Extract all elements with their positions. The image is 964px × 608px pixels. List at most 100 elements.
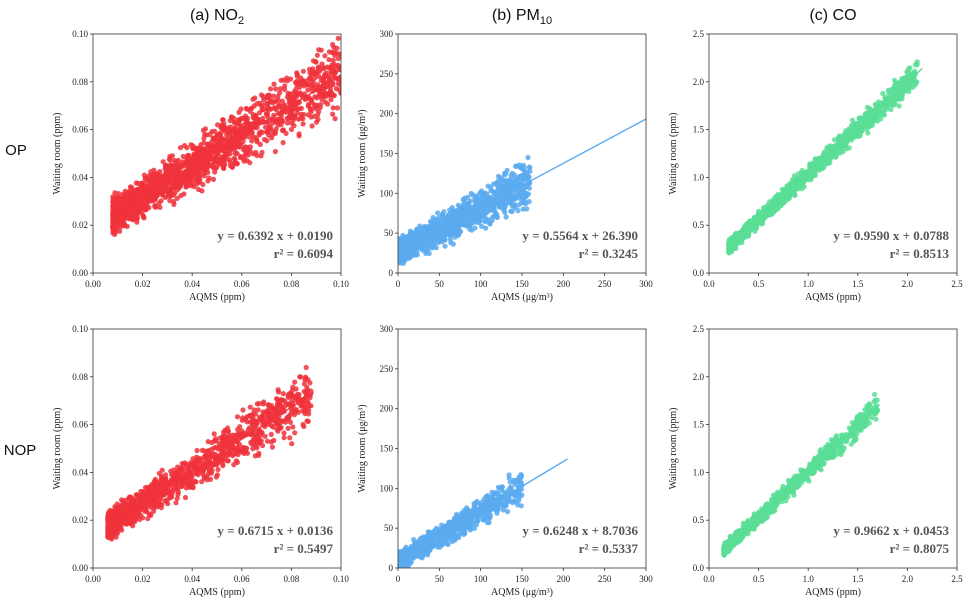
data-point bbox=[275, 122, 281, 128]
x-axis-label: AQMS (μg/m³) bbox=[491, 292, 553, 303]
data-point bbox=[516, 202, 522, 208]
data-point bbox=[907, 70, 913, 76]
data-point bbox=[273, 118, 279, 124]
data-point bbox=[431, 243, 437, 249]
data-point bbox=[134, 219, 140, 225]
data-point bbox=[206, 149, 212, 155]
data-point bbox=[232, 120, 238, 126]
data-point bbox=[871, 114, 878, 120]
data-point bbox=[439, 211, 445, 218]
x-tick-label: 50 bbox=[435, 279, 445, 289]
data-point bbox=[220, 117, 226, 123]
r-squared-label: r² = 0.8513 bbox=[890, 246, 950, 261]
data-point bbox=[272, 130, 278, 136]
y-tick-label: 2.5 bbox=[693, 29, 705, 39]
data-point bbox=[505, 178, 512, 184]
data-point bbox=[730, 239, 736, 245]
data-point bbox=[294, 70, 300, 76]
scatter-points bbox=[110, 35, 341, 237]
data-point bbox=[280, 140, 286, 146]
data-point bbox=[190, 146, 196, 152]
y-tick-label: 0.10 bbox=[72, 29, 88, 39]
data-point bbox=[308, 106, 314, 112]
data-point bbox=[271, 81, 277, 87]
data-point bbox=[303, 364, 309, 371]
data-point bbox=[332, 116, 338, 122]
data-point bbox=[264, 138, 270, 144]
data-point bbox=[242, 144, 248, 150]
data-point bbox=[241, 158, 247, 164]
data-point bbox=[148, 169, 154, 175]
data-point bbox=[889, 102, 896, 108]
data-point bbox=[423, 231, 429, 237]
data-point bbox=[323, 73, 329, 79]
y-tick-label: 150 bbox=[380, 149, 394, 159]
y-tick-label: 1.5 bbox=[693, 125, 705, 135]
data-point bbox=[506, 199, 513, 206]
data-point bbox=[157, 204, 163, 210]
data-point bbox=[474, 212, 480, 218]
data-point bbox=[331, 44, 337, 51]
data-point bbox=[291, 123, 297, 129]
data-point bbox=[912, 82, 918, 88]
data-point bbox=[244, 106, 250, 112]
y-tick-label: 250 bbox=[380, 69, 394, 79]
data-point bbox=[508, 172, 514, 178]
y-tick-label: 0.5 bbox=[693, 220, 705, 230]
x-tick-label: 100 bbox=[474, 279, 488, 289]
data-point bbox=[450, 227, 456, 233]
data-point bbox=[313, 119, 320, 125]
data-point bbox=[237, 155, 243, 161]
data-point bbox=[502, 209, 508, 215]
data-point bbox=[330, 57, 336, 63]
data-point bbox=[858, 128, 864, 134]
data-point bbox=[853, 133, 860, 139]
data-point bbox=[523, 194, 529, 200]
data-point bbox=[296, 131, 302, 137]
data-point bbox=[266, 92, 272, 98]
data-point bbox=[515, 188, 521, 194]
data-point bbox=[310, 79, 316, 85]
data-point bbox=[210, 176, 217, 182]
data-point bbox=[795, 179, 801, 185]
data-point bbox=[160, 159, 166, 165]
data-point bbox=[152, 204, 158, 210]
data-point bbox=[167, 187, 174, 194]
data-point bbox=[111, 198, 117, 204]
data-point bbox=[778, 202, 784, 208]
data-point bbox=[120, 209, 126, 215]
data-point bbox=[312, 94, 318, 100]
data-point bbox=[300, 116, 306, 122]
data-point bbox=[216, 131, 222, 138]
data-point bbox=[326, 57, 332, 63]
data-point bbox=[207, 131, 213, 138]
data-point bbox=[460, 202, 466, 208]
data-point bbox=[175, 157, 181, 163]
data-point bbox=[200, 181, 206, 188]
data-point bbox=[122, 188, 128, 194]
data-point bbox=[185, 152, 191, 159]
data-point bbox=[335, 56, 341, 62]
data-point bbox=[485, 195, 491, 201]
y-axis-label: Waiting room (μg/m³) bbox=[357, 109, 368, 197]
data-point bbox=[525, 154, 531, 161]
scatter-panels: 0.00 0.02 0.04 0.06 0.08 0.100.000.020.040.06… bbox=[52, 29, 963, 598]
data-point bbox=[468, 216, 474, 222]
data-point bbox=[880, 90, 886, 97]
data-point bbox=[310, 58, 316, 64]
data-point bbox=[335, 62, 341, 68]
data-point bbox=[178, 193, 184, 199]
data-point bbox=[327, 92, 333, 98]
data-point bbox=[231, 142, 237, 148]
data-point bbox=[815, 156, 821, 162]
y-tick-label: 0 bbox=[389, 268, 394, 278]
data-point bbox=[201, 147, 208, 153]
x-tick-label: 1.0 bbox=[803, 279, 815, 289]
data-point bbox=[792, 192, 798, 198]
data-point bbox=[431, 226, 437, 232]
data-point bbox=[214, 138, 220, 144]
data-point bbox=[122, 215, 128, 221]
y-tick-label: 100 bbox=[380, 188, 394, 198]
data-point bbox=[520, 206, 526, 212]
data-point bbox=[410, 233, 416, 239]
